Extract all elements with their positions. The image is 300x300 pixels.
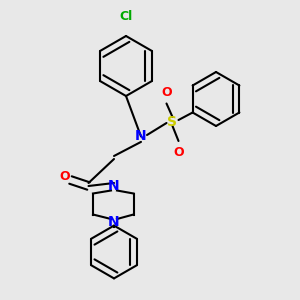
- Text: O: O: [60, 170, 70, 184]
- Text: O: O: [173, 146, 184, 158]
- Text: S: S: [167, 115, 178, 128]
- Text: N: N: [108, 179, 120, 193]
- Text: Cl: Cl: [119, 10, 133, 22]
- Text: N: N: [108, 215, 120, 229]
- Text: O: O: [161, 86, 172, 99]
- Text: N: N: [135, 130, 147, 143]
